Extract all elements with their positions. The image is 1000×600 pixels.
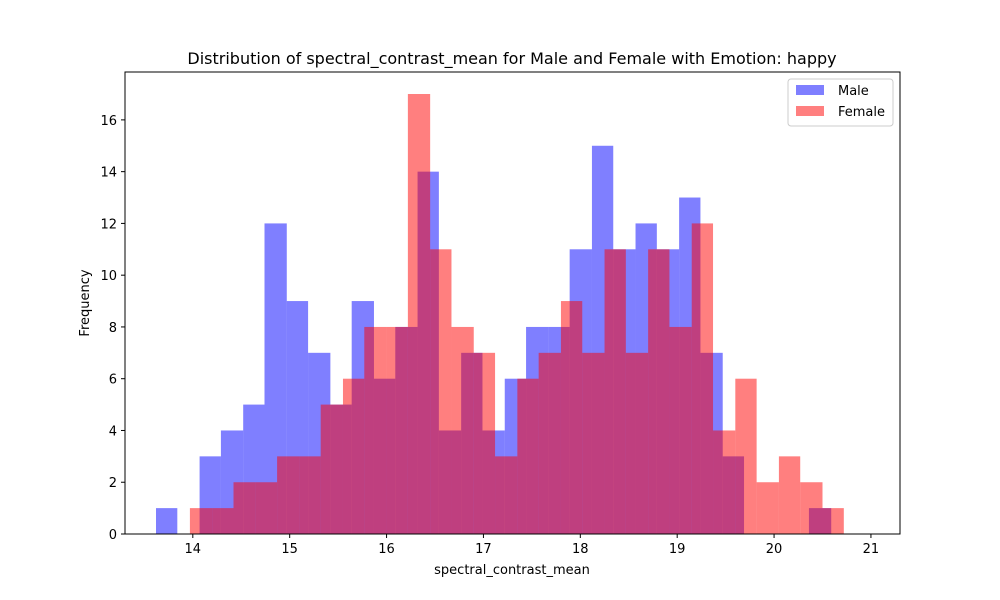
female-bar-28 [800, 482, 823, 534]
x-axis-ticks: 14 15 16 17 18 19 20 21 [185, 534, 880, 557]
y-axis-label: Frequency [78, 269, 93, 336]
female-bar-15 [517, 378, 539, 534]
chart-title: Distribution of spectral_contrast_mean f… [187, 49, 836, 69]
x-tick-label: 17 [475, 542, 492, 557]
female-bar-9 [386, 326, 408, 534]
legend-swatch-female [796, 106, 824, 116]
y-tick-label: 6 [109, 373, 117, 388]
female-bar-3 [255, 482, 278, 534]
y-tick-label: 16 [100, 114, 117, 129]
female-bar-19 [604, 249, 626, 534]
x-tick-label: 14 [185, 542, 202, 557]
legend: Male Female [787, 78, 894, 127]
female-bar-23 [691, 223, 714, 535]
female-bar-16 [538, 352, 561, 534]
x-tick-label: 21 [863, 542, 880, 557]
female-bar-24 [713, 430, 736, 534]
female-bar-4 [277, 456, 300, 534]
female-bar-26 [756, 482, 779, 534]
x-tick-label: 20 [766, 542, 783, 557]
legend-label-female: Female [838, 105, 885, 120]
female-bar-11 [430, 249, 452, 534]
female-bar-20 [625, 352, 649, 534]
y-tick-label: 0 [109, 528, 117, 543]
female-bar-13 [473, 352, 496, 534]
female-bar-5 [299, 456, 321, 534]
female-bar-22 [669, 326, 692, 534]
legend-swatch-male [796, 85, 824, 95]
y-tick-label: 12 [100, 217, 117, 232]
bars-layer [156, 94, 844, 535]
series-female [189, 94, 844, 535]
y-tick-label: 10 [100, 269, 117, 284]
female-bar-6 [320, 404, 343, 534]
female-bar-25 [735, 378, 757, 534]
male-bar-0 [156, 508, 178, 534]
y-tick-label: 14 [100, 166, 117, 181]
female-bar-2 [233, 482, 256, 534]
female-bar-1 [212, 508, 234, 534]
female-bar-7 [342, 378, 365, 534]
y-tick-label: 4 [109, 424, 117, 439]
x-axis-label: spectral_contrast_mean [434, 563, 590, 578]
plot-frame [124, 71, 901, 535]
y-tick-label: 2 [109, 476, 117, 491]
x-tick-label: 19 [669, 542, 686, 557]
female-bar-21 [648, 249, 670, 534]
female-bar-29 [822, 508, 844, 534]
female-bar-12 [451, 326, 474, 534]
y-tick-label: 8 [109, 321, 117, 336]
x-tick-label: 18 [572, 542, 589, 557]
female-bar-10 [407, 94, 431, 534]
x-tick-label: 16 [378, 542, 395, 557]
female-bar-14 [495, 456, 518, 534]
female-bar-27 [778, 456, 801, 534]
female-bar-0 [189, 508, 213, 534]
female-bar-18 [582, 352, 605, 534]
legend-label-male: Male [838, 84, 869, 99]
female-bar-8 [364, 326, 387, 534]
y-axis-ticks: 0 2 4 6 8 10 12 14 16 [100, 114, 125, 543]
female-bar-17 [560, 301, 583, 534]
x-tick-label: 15 [281, 542, 298, 557]
